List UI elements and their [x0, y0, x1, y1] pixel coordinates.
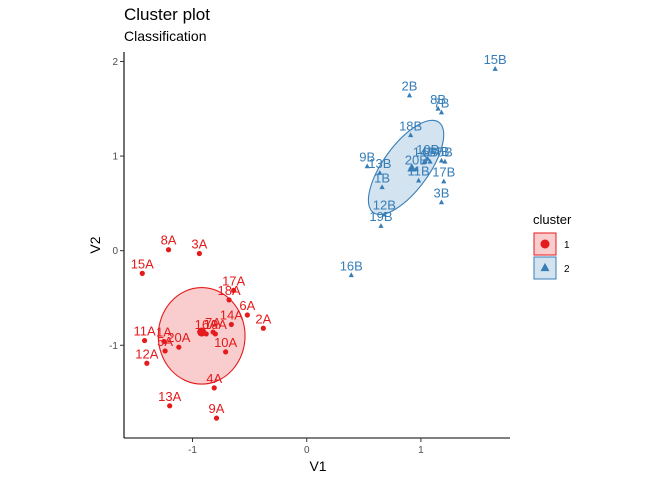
point-label-1B: 1B — [374, 170, 390, 185]
point-label-5B: 5B — [437, 145, 453, 160]
point-7B — [438, 109, 445, 115]
chart-title: Cluster plot — [124, 5, 210, 24]
plot-area: -1 0 1 -1 0 1 2 1A 2A 3A 4A 5A 6A 7A 8A 9A 10A 11A 12A 13A 1… — [109, 52, 510, 456]
point-2B — [406, 92, 413, 98]
point-2A — [260, 325, 266, 331]
point-12B — [381, 211, 387, 217]
point-5A — [162, 348, 168, 354]
point-17A — [231, 287, 237, 294]
legend-title: cluster — [533, 212, 572, 227]
point-label-9A: 9A — [209, 401, 225, 416]
point-label-4A: 4A — [206, 371, 222, 386]
point-label-20A: 20A — [167, 330, 190, 345]
point-1B — [379, 184, 385, 190]
point-1A — [161, 338, 167, 345]
point-9A — [213, 415, 220, 421]
point-label-13A: 13A — [158, 389, 181, 404]
point-3A — [196, 250, 202, 257]
point-label-1A: 1A — [156, 325, 172, 340]
point-label-2B: 2B — [402, 79, 418, 94]
point-label-17A: 17A — [222, 273, 245, 288]
point-6A — [244, 312, 250, 318]
y-tick-label: -1 — [109, 341, 118, 352]
point-label-8A: 8A — [161, 233, 177, 248]
point-3B — [438, 199, 445, 205]
point-9B — [364, 163, 370, 169]
legend-marker-1 — [540, 239, 550, 249]
point-label-11A: 11A — [133, 324, 155, 339]
point-label-14A: 14A — [220, 307, 243, 322]
point-14B — [421, 158, 427, 164]
point-label-6B: 6B — [422, 145, 438, 160]
point-10B — [425, 155, 431, 161]
point-label-15B: 15B — [484, 52, 507, 67]
y-tick-label: 1 — [112, 152, 118, 163]
legend-label-1: 1 — [564, 240, 570, 251]
point-4B — [438, 157, 445, 163]
legend-label-2: 2 — [564, 264, 570, 275]
point-15B — [492, 66, 498, 71]
point-label-10A: 10A — [214, 335, 237, 350]
point-8B — [435, 105, 441, 111]
point-10A — [223, 349, 229, 355]
point-label-3A: 3A — [191, 237, 207, 252]
x-tick-label: -1 — [188, 445, 197, 456]
point-label-2A: 2A — [255, 311, 271, 326]
point-label-15A: 15A — [131, 256, 154, 271]
point-11B — [416, 177, 422, 183]
point-19B — [378, 223, 384, 228]
point-12A — [144, 360, 150, 366]
cluster-1-centroid — [197, 327, 207, 337]
point-label-20B: 20B — [405, 152, 428, 167]
point-label-18A: 18A — [217, 283, 240, 298]
point-label-12A: 12A — [135, 346, 158, 361]
point-label-19B: 19B — [369, 209, 392, 224]
point-5B — [442, 158, 448, 164]
point-label-16B: 16B — [340, 258, 363, 273]
point-14A — [228, 321, 234, 328]
chart-subtitle: Classification — [124, 28, 206, 44]
point-label-3B: 3B — [434, 185, 450, 200]
point-label-17B: 17B — [432, 165, 455, 180]
y-axis-label: V2 — [87, 236, 103, 253]
point-18B — [408, 132, 414, 138]
point-label-9B: 9B — [359, 149, 375, 164]
y-tick-label: 0 — [112, 246, 118, 257]
point-label-10B: 10B — [416, 142, 439, 157]
point-19A — [212, 331, 218, 337]
x-axis-label: V1 — [309, 458, 326, 474]
point-18A — [226, 297, 232, 303]
y-tick-label: 2 — [112, 57, 118, 68]
legend: cluster 1 2 — [533, 212, 572, 280]
point-label-5A: 5A — [157, 334, 173, 349]
point-label-7A: 7A — [205, 315, 221, 330]
point-label-18B: 18B — [399, 118, 422, 133]
cluster-2-ellipse — [367, 119, 445, 216]
legend-marker-2 — [540, 262, 550, 272]
point-17B — [441, 178, 447, 184]
point-label-14B: 14B — [413, 145, 436, 160]
point-label-13B: 13B — [368, 156, 391, 171]
x-tick-label: 1 — [418, 445, 424, 456]
point-15A — [139, 270, 145, 276]
point-label-4B: 4B — [434, 144, 450, 159]
point-11A — [141, 337, 148, 344]
point-6B — [427, 158, 433, 164]
point-8A — [165, 247, 172, 253]
point-4A — [211, 385, 217, 391]
point-label-6A: 6A — [239, 298, 255, 313]
point-13B — [377, 170, 383, 175]
point-20A — [176, 344, 182, 350]
point-label-8B: 8B — [430, 92, 446, 107]
point-label-12B: 12B — [373, 198, 396, 213]
point-13A — [167, 403, 173, 409]
x-tick-label: 0 — [304, 445, 310, 456]
point-label-19A: 19A — [204, 317, 227, 332]
cluster-2-centroid — [407, 163, 417, 172]
point-16B — [348, 272, 354, 278]
